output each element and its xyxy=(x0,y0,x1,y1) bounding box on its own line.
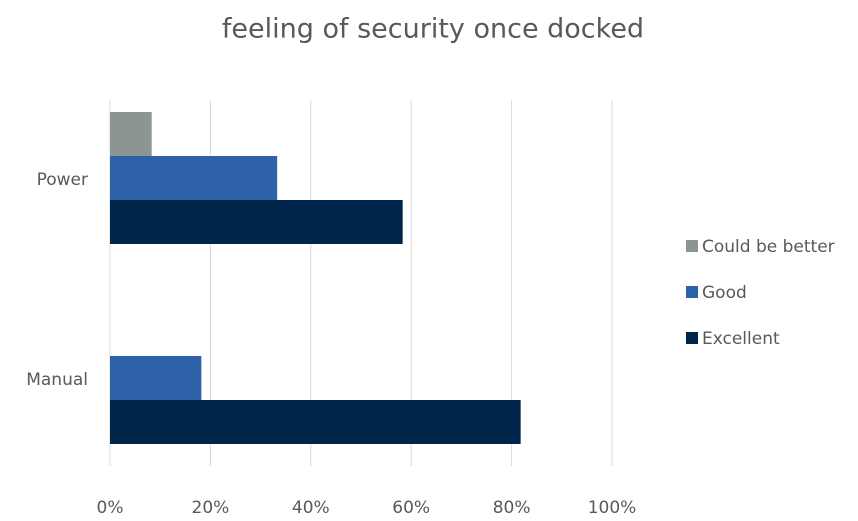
y-tick-label: Manual xyxy=(26,370,88,390)
chart-title: feeling of security once docked xyxy=(222,14,644,45)
x-tick-label: 0% xyxy=(97,498,124,518)
x-tick-label: 40% xyxy=(292,498,330,518)
x-tick-label: 100% xyxy=(588,498,637,518)
bar xyxy=(110,356,202,400)
bar xyxy=(110,112,152,156)
x-tick-label: 60% xyxy=(392,498,430,518)
y-tick-label: Power xyxy=(37,170,88,190)
legend-label: Good xyxy=(702,283,747,303)
legend-label: Excellent xyxy=(702,329,780,349)
x-tick-label: 80% xyxy=(493,498,531,518)
legend-swatch xyxy=(686,240,698,252)
legend-swatch xyxy=(686,332,698,344)
legend-swatch xyxy=(686,286,698,298)
bar xyxy=(110,400,521,444)
bar xyxy=(110,200,403,244)
bar xyxy=(110,156,278,200)
x-tick-label: 20% xyxy=(192,498,230,518)
legend-label: Could be better xyxy=(702,237,835,257)
